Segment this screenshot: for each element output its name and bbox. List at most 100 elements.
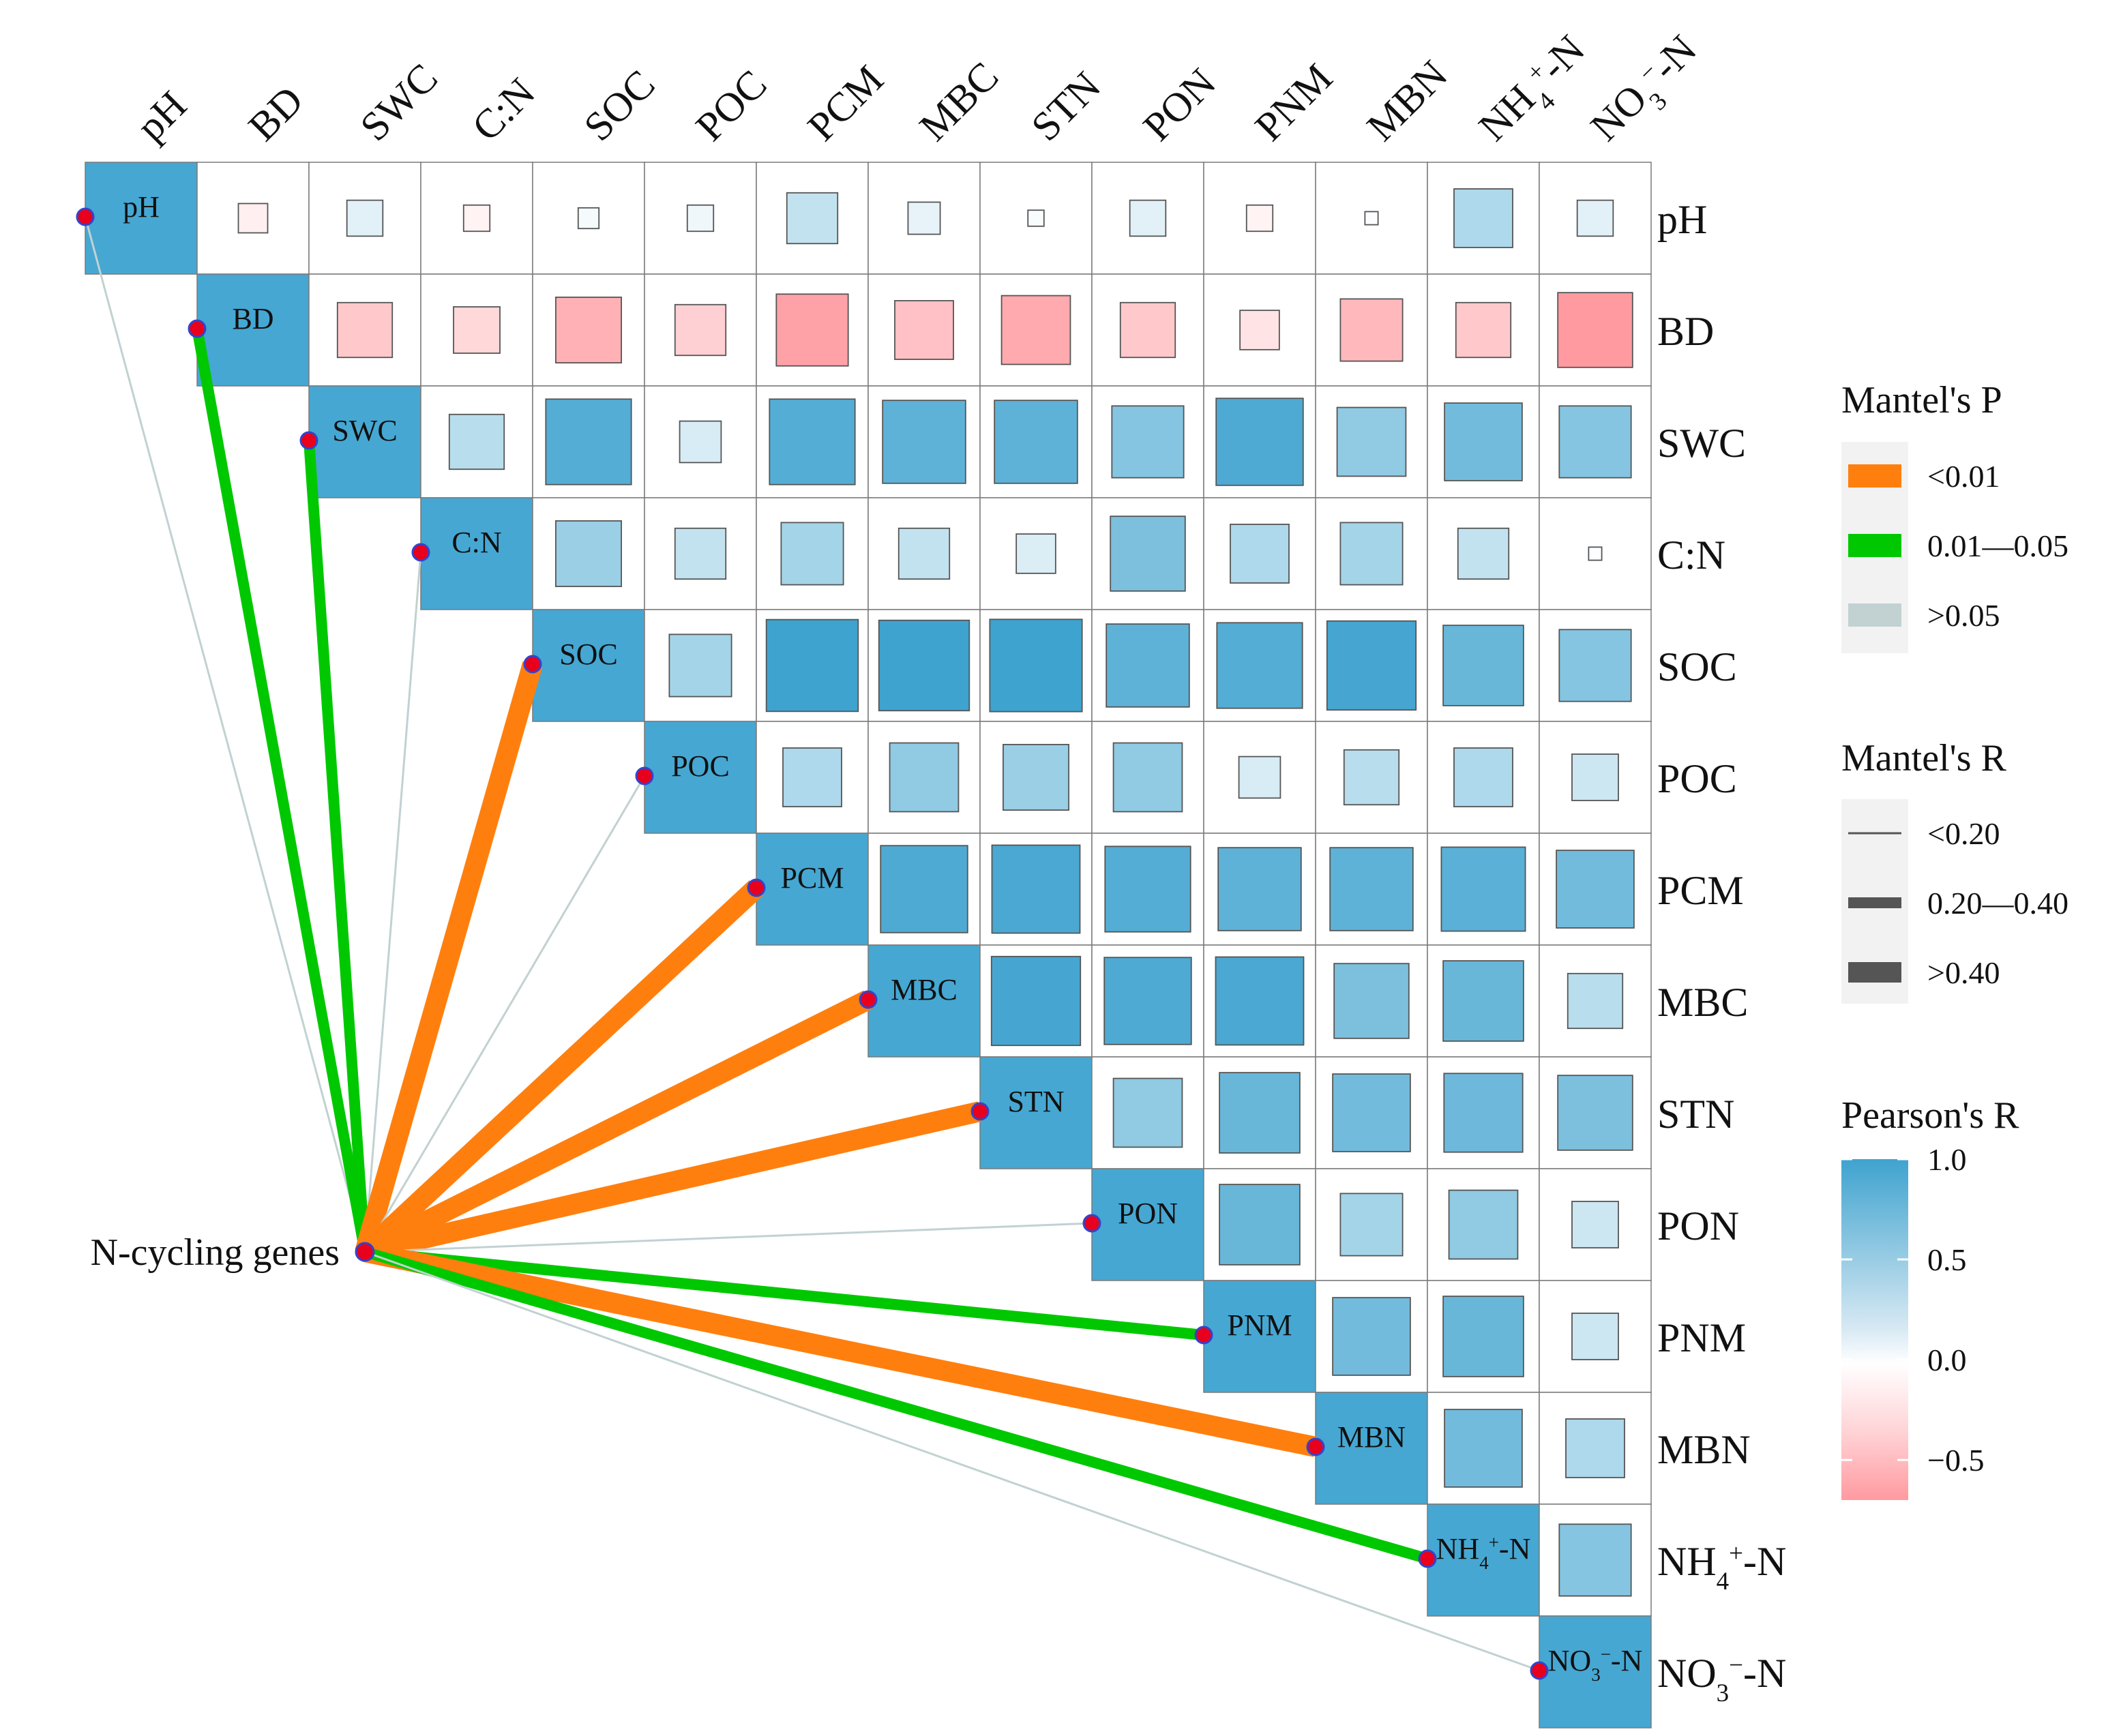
diag-cell-no3-n [1539,1615,1652,1728]
corr-square-soc-poc [668,633,732,698]
corr-square-swc-pnm [1215,398,1304,486]
corr-square-swc-soc [545,398,632,485]
mantel-link-pnm [364,1246,1204,1341]
mantel-link-bd [192,327,370,1253]
right-label-pcm: PCM [1657,868,1744,913]
top-label-nh4-n: NH4+-N [1470,27,1601,158]
diag-cell-soc [532,609,645,722]
legend-mantel-p-key-2 [1848,534,1901,557]
corr-square-pcm-pon [1104,845,1191,933]
mantel-node-soc [523,655,542,674]
legend-mantel-p-label-3: >0.05 [1927,598,2000,633]
top-label-swc: SWC [352,55,447,150]
top-label-pnm: PNM [1247,55,1341,150]
heatmap-grid: pH BD SWC C:N SOC POC PCM MBC STN PON PNM MBN NH4+-N… [85,162,1652,1728]
mantel-node-pnm [1194,1326,1213,1345]
corr-square-bd-swc [336,301,394,359]
corr-square-mbc-pon [1103,957,1192,1045]
mantel-link-mbc [360,990,873,1261]
corr-square-soc-mbn [1326,620,1417,711]
diag-cell-pon [1091,1168,1204,1281]
source-label: N-cycling genes [91,1231,340,1274]
corr-square-stn-pon [1112,1077,1183,1148]
corr-square-bd-pon [1119,301,1176,359]
right-label-ph: pH [1657,197,1707,242]
corr-square-soc-pon [1106,623,1190,708]
diag-label-pcm: PCM [781,861,844,895]
corr-square-soc-mbc [878,619,970,712]
corr-square-swc-no3-n [1558,405,1632,479]
corr-square-poc-mbn [1343,749,1400,806]
corr-square-soc-pcm [765,618,859,713]
diag-label-ph: pH [123,190,160,224]
corr-square-bd-pnm [1239,310,1280,350]
legend-pearson-colorbar [1841,1159,1908,1500]
corr-square-poc-pnm [1238,755,1281,799]
corr-square-mbn-nh4-n [1444,1409,1523,1488]
mantel-node-c-n [411,543,430,562]
corr-square-c-n-pnm [1230,524,1290,584]
diag-label-stn: STN [1007,1085,1064,1118]
mantel-link-nh4-n [363,1246,1429,1564]
right-label-stn: STN [1657,1092,1734,1137]
diag-cell-poc [644,721,757,834]
corr-square-pcm-mbc [880,845,968,933]
corr-square-pon-no3-n [1571,1201,1619,1248]
right-label-poc: POC [1657,756,1737,801]
mantel-link-stn [362,1101,983,1262]
diag-cell-bd [196,273,310,387]
mantel-link-pon [364,1222,1093,1253]
corr-square-mbc-pnm [1215,956,1305,1046]
corr-square-pon-mbn [1339,1193,1404,1257]
corr-square-bd-mbc [894,300,954,360]
corr-square-ph-poc [686,204,715,233]
corr-square-poc-pon [1112,742,1183,813]
corr-square-pcm-no3-n [1556,850,1635,929]
corr-square-ph-soc [577,207,600,230]
corr-square-bd-mbn [1339,298,1404,362]
corr-square-swc-c-n [448,413,505,470]
legend-pearson-tick-label-1: 1.0 [1927,1142,1967,1177]
mantel-node-mbn [1306,1437,1325,1456]
corr-square-stn-pnm [1219,1072,1301,1154]
diag-label-mbn: MBN [1337,1420,1406,1454]
corr-square-ph-pcm [786,192,839,245]
corr-square-swc-stn [994,400,1078,484]
corr-square-swc-mbc [882,400,966,484]
corr-square-mbc-no3-n [1567,972,1624,1030]
corr-square-poc-nh4-n [1453,747,1513,807]
mantel-node-stn [970,1102,990,1121]
corr-square-bd-soc [555,297,622,363]
legends: Mantel's P <0.01 0.01—0.05 >0.05 Mantel's R <… [1841,379,2068,1500]
mantel-node-pcm [747,878,766,897]
corr-square-ph-pnm [1245,204,1274,233]
legend-mantel-r-key-3 [1848,962,1901,983]
top-label-pcm: PCM [799,57,892,149]
right-label-pnm: PNM [1657,1315,1746,1360]
corr-square-soc-stn [989,618,1083,713]
corr-square-ph-stn [1027,209,1045,227]
top-label-pon: PON [1135,60,1225,150]
top-label-no3-n: NO3−-N [1582,27,1713,158]
corr-square-mbc-stn [990,955,1082,1047]
cell-swc-no3-n [1539,385,1652,498]
corr-square-stn-nh4-n [1443,1073,1524,1153]
right-axis-labels: pH BD SWC C:N SOC POC PCM MBC STN PON PNM MBN NH4+-N… [1657,197,1786,1707]
corr-square-bd-poc [674,303,727,357]
corr-square-poc-mbc [889,742,960,813]
corr-square-c-n-pon [1110,515,1186,592]
diag-cell-ph [85,162,198,275]
top-label-stn: STN [1023,63,1110,149]
legend-mantel-p-key-3 [1848,603,1901,627]
corr-square-poc-no3-n [1571,753,1619,801]
legend-pearson-title: Pearson's R [1841,1094,2019,1137]
top-label-mbc: MBC [911,53,1007,149]
mantel-node-no3-n [1530,1661,1549,1680]
right-label-nh4-n: NH4+-N [1657,1539,1786,1596]
diag-label-c-n: C:N [451,526,501,559]
corr-square-pcm-stn [991,844,1081,934]
legend-mantel-r-title: Mantel's R [1841,737,2007,779]
mantel-link-no3-n [364,1251,1540,1672]
mantel-link-poc [364,775,646,1253]
legend-mantel-p-key-1 [1848,464,1901,488]
